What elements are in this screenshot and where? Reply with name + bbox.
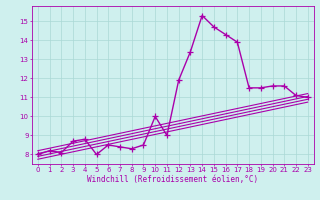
X-axis label: Windchill (Refroidissement éolien,°C): Windchill (Refroidissement éolien,°C) — [87, 175, 258, 184]
